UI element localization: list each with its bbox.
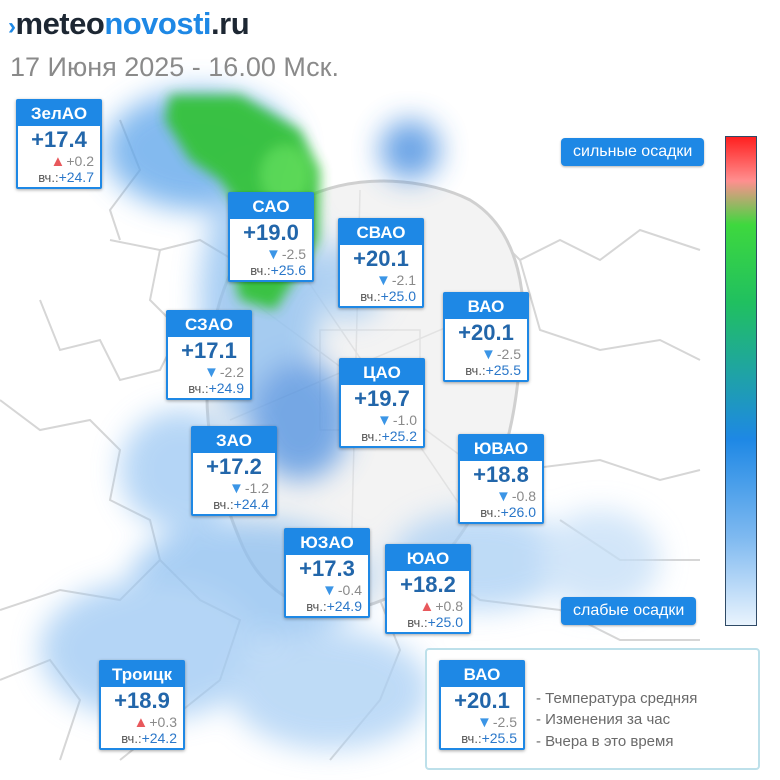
district-temp: +18.8 bbox=[473, 462, 529, 487]
district-change: ▼-2.2 bbox=[204, 364, 244, 381]
district-name: СЗАО bbox=[168, 312, 250, 337]
legend-line-temperature: - Температура средняя bbox=[536, 690, 698, 707]
district-temp: +18.2 bbox=[400, 572, 456, 597]
scale-bottom-label: слабые осадки bbox=[561, 597, 697, 625]
district-yesterday: вч.:+25.0 bbox=[407, 614, 463, 630]
district-name: ЮВАО bbox=[460, 436, 542, 461]
down-triangle-icon: ▼ bbox=[377, 412, 392, 429]
district-temp: +19.7 bbox=[354, 386, 410, 411]
down-triangle-icon: ▼ bbox=[496, 488, 511, 505]
district-change: ▼-2.1 bbox=[376, 272, 416, 289]
up-triangle-icon: ▲ bbox=[50, 153, 66, 170]
district-name: САО bbox=[230, 194, 312, 219]
legend-card: ВАО +20.1 ▼-2.5 вч.:+25.5 bbox=[439, 660, 525, 750]
district-temp: +17.1 bbox=[181, 338, 237, 363]
up-triangle-icon: ▲ bbox=[419, 598, 435, 615]
district-yesterday: вч.:+25.0 bbox=[360, 288, 416, 304]
legend-line-yesterday: - Вчера в это время bbox=[536, 733, 674, 750]
district-name: ЦАО bbox=[341, 360, 423, 385]
district-yesterday: вч.:+24.9 bbox=[306, 598, 362, 614]
district-change: ▼-1.2 bbox=[229, 480, 269, 497]
district-yesterday: вч.:+24.2 bbox=[121, 730, 177, 746]
district-yesterday: вч.:+25.5 bbox=[465, 362, 521, 378]
down-triangle-icon: ▼ bbox=[204, 364, 219, 381]
logo-novosti: novosti bbox=[104, 6, 212, 41]
district-yesterday: вч.:+24.9 bbox=[188, 380, 244, 396]
legend-card-change: ▼-2.5 bbox=[477, 714, 517, 731]
district-temp: +20.1 bbox=[458, 320, 514, 345]
up-triangle-icon: ▲ bbox=[133, 714, 149, 731]
district-card-yuvao: ЮВАО +18.8 ▼-0.8 вч.:+26.0 bbox=[458, 434, 544, 524]
district-change: ▼-2.5 bbox=[266, 246, 306, 263]
district-card-szao: СЗАО +17.1 ▼-2.2 вч.:+24.9 bbox=[166, 310, 252, 400]
district-name: ЗелАО bbox=[18, 101, 100, 126]
district-temp: +17.4 bbox=[31, 127, 87, 152]
scale-top-label: сильные осадки bbox=[561, 138, 705, 166]
page-subtitle: 17 Июня 2025 - 16.00 Мск. bbox=[10, 52, 339, 82]
logo-meteo: meteo bbox=[15, 6, 105, 41]
down-triangle-icon: ▼ bbox=[229, 480, 244, 497]
site-logo[interactable]: ›meteonovosti.ru bbox=[8, 6, 250, 42]
down-triangle-icon: ▼ bbox=[477, 714, 492, 731]
district-change: ▲+0.3 bbox=[133, 714, 178, 731]
district-card-tsao: ЦАО +19.7 ▼-1.0 вч.:+25.2 bbox=[339, 358, 425, 448]
down-triangle-icon: ▼ bbox=[266, 246, 281, 263]
logo-mark: › bbox=[8, 13, 16, 40]
legend-card-name: ВАО bbox=[441, 662, 523, 687]
district-change: ▲+0.8 bbox=[419, 598, 464, 615]
district-temp: +19.0 bbox=[243, 220, 299, 245]
district-name: ЗАО bbox=[193, 428, 275, 453]
district-temp: +18.9 bbox=[114, 688, 170, 713]
down-triangle-icon: ▼ bbox=[481, 346, 496, 363]
district-yesterday: вч.:+24.4 bbox=[213, 496, 269, 512]
district-change: ▲+0.2 bbox=[50, 153, 95, 170]
legend-line-change: - Изменения за час bbox=[536, 711, 671, 728]
district-change: ▼-0.8 bbox=[496, 488, 536, 505]
district-card-sao: САО +19.0 ▼-2.5 вч.:+25.6 bbox=[228, 192, 314, 282]
legend-card-yesterday: вч.:+25.5 bbox=[461, 730, 517, 746]
down-triangle-icon: ▼ bbox=[376, 272, 391, 289]
down-triangle-icon: ▼ bbox=[322, 582, 337, 599]
precipitation-scale-bar bbox=[725, 136, 757, 626]
district-name: ВАО bbox=[445, 294, 527, 319]
district-yesterday: вч.:+24.7 bbox=[38, 169, 94, 185]
district-yesterday: вч.:+26.0 bbox=[480, 504, 536, 520]
district-name: ЮАО bbox=[387, 546, 469, 571]
district-change: ▼-0.4 bbox=[322, 582, 362, 599]
district-name: СВАО bbox=[340, 220, 422, 245]
logo-ru: .ru bbox=[211, 6, 250, 41]
district-temp: +17.2 bbox=[206, 454, 262, 479]
district-card-yuzao: ЮЗАО +17.3 ▼-0.4 вч.:+24.9 bbox=[284, 528, 370, 618]
district-card-yuao: ЮАО +18.2 ▲+0.8 вч.:+25.0 bbox=[385, 544, 471, 634]
district-yesterday: вч.:+25.2 bbox=[361, 428, 417, 444]
district-name: Троицк bbox=[101, 662, 183, 687]
legend-card-temp: +20.1 bbox=[454, 688, 510, 713]
district-card-svao: СВАО +20.1 ▼-2.1 вч.:+25.0 bbox=[338, 218, 424, 308]
district-change: ▼-1.0 bbox=[377, 412, 417, 429]
district-card-zelao: ЗелАО +17.4 ▲+0.2 вч.:+24.7 bbox=[16, 99, 102, 189]
district-card-vao: ВАО +20.1 ▼-2.5 вч.:+25.5 bbox=[443, 292, 529, 382]
district-change: ▼-2.5 bbox=[481, 346, 521, 363]
district-name: ЮЗАО bbox=[286, 530, 368, 555]
district-yesterday: вч.:+25.6 bbox=[250, 262, 306, 278]
district-card-troitsk: Троицк +18.9 ▲+0.3 вч.:+24.2 bbox=[99, 660, 185, 750]
district-temp: +20.1 bbox=[353, 246, 409, 271]
district-temp: +17.3 bbox=[299, 556, 355, 581]
district-card-zao: ЗАО +17.2 ▼-1.2 вч.:+24.4 bbox=[191, 426, 277, 516]
